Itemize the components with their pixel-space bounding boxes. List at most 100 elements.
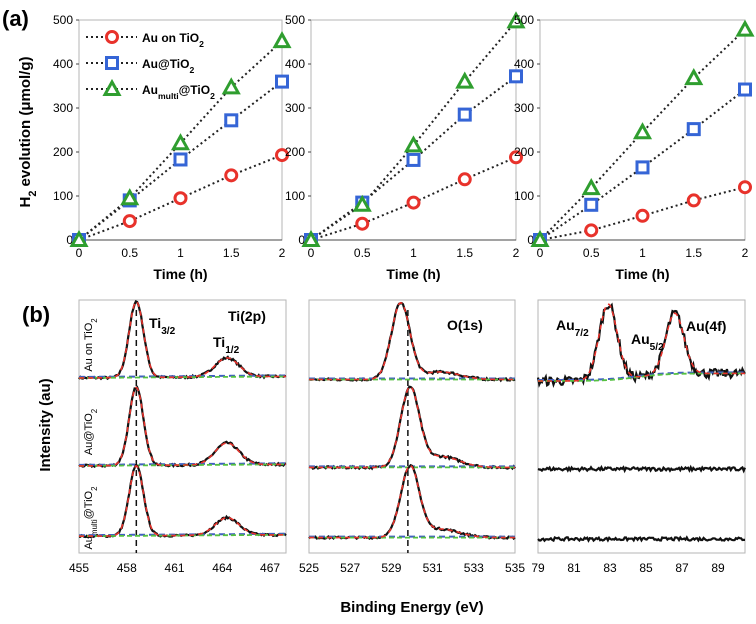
y-tick-label: 100 (285, 189, 305, 203)
x-tick-label: 0.5 (583, 246, 600, 260)
x-tick-label: 455 (69, 561, 89, 575)
envelope-fit-2 (79, 464, 286, 537)
panel-label-b: (b) (22, 302, 50, 327)
xps-spectrum-1 (308, 385, 516, 471)
data-point-circle (509, 150, 523, 165)
xps-spectrum-2 (78, 463, 287, 539)
y-tick-label: 500 (53, 13, 73, 27)
xps-spectrum-1 (78, 385, 287, 469)
panel-a-h2-evolution: H2 evolution (μmol/g)0 0.5 1 1.5 20100200300… (17, 11, 755, 282)
data-point-square (406, 152, 421, 167)
series-line-0 (310, 156, 517, 241)
data-point-triangle (581, 178, 601, 196)
x-tick-label: 531 (423, 561, 443, 575)
data-point-triangle (530, 229, 550, 247)
x-tick-label: 79 (531, 561, 545, 575)
data-point-triangle (455, 71, 475, 89)
data-point-circle (738, 180, 752, 195)
baseline-fit-0 (538, 372, 745, 382)
x-tick-label: 0 (76, 246, 83, 260)
xps-spectrum-0 (308, 301, 516, 383)
y-tick-label: 300 (285, 101, 305, 115)
y-tick-label: 0 (66, 233, 73, 247)
x-tick-label: 0 (537, 246, 544, 260)
data-point-circle (355, 216, 370, 231)
x-tick-label: 529 (381, 561, 401, 575)
panel-b-x-axis-label: Binding Energy (eV) (340, 599, 483, 616)
y-tick-label: 200 (285, 145, 305, 159)
data-point-triangle (69, 229, 89, 247)
h2-subplot-2: 0 0.5 1 1.5 2 0 100 200 300 400 500 Time (h) (285, 11, 526, 282)
data-point-triangle (735, 19, 755, 37)
x-tick-label: 533 (464, 561, 484, 575)
xps-subplot-3: 79 81 83 85 87 89 Au(4f) Au7/2 Au5/2 (531, 299, 747, 575)
y-tick-label: 400 (514, 57, 534, 71)
baseline-fit-0 (79, 375, 286, 379)
peak-label-ti12: Ti1/2 (213, 334, 240, 356)
x-tick-label: 1.5 (685, 246, 702, 260)
data-point-circle (173, 191, 188, 206)
data-point-triangle (221, 77, 241, 95)
x-tick-label: 1 (639, 246, 646, 260)
sample-label: Au on TiO2 (83, 318, 99, 371)
peak-label-au52: Au5/2 (631, 331, 664, 353)
x-tick-label: 2 (513, 246, 520, 260)
y-tick-label: 300 (514, 101, 534, 115)
xps-spectrum-2 (537, 535, 745, 543)
data-point-square (509, 69, 523, 84)
panel-b-xps-spectra: Intensity (au) Binding Energy (eV) Au on T… (37, 299, 747, 616)
panel-b-y-axis-label: Intensity (au) (37, 378, 54, 471)
panel-label-a: (a) (2, 6, 29, 31)
region-label: Ti(2p) (228, 308, 266, 324)
x-tick-label: 461 (165, 561, 185, 575)
data-point-circle (406, 195, 421, 210)
peak-label-au72: Au7/2 (556, 317, 589, 339)
baseline-fit-1 (79, 463, 286, 467)
x-tick-label: 1 (177, 246, 184, 260)
y-tick-label: 0 (298, 233, 305, 247)
data-point-circle (686, 193, 701, 208)
legend-marker-triangle (102, 78, 122, 96)
envelope-fit-0 (79, 300, 286, 379)
y-tick-label: 100 (53, 189, 73, 203)
data-point-square (738, 82, 752, 97)
peak-label-ti32: Ti3/2 (149, 315, 176, 337)
y-tick-label: 500 (285, 13, 305, 27)
x-tick-label: 464 (212, 561, 232, 575)
sample-label: Aumulti@TiO2 (83, 486, 99, 549)
background-fit-0 (79, 374, 286, 378)
x-tick-label: 0.5 (121, 246, 138, 260)
data-point-circle (122, 214, 137, 229)
xps-subplot-2: 525 527 529 531 533 535 O(1s) (299, 299, 525, 575)
x-tick-label: 81 (567, 561, 581, 575)
h2-subplot-1: 0 0.5 1 1.5 2 0 100 200 300 400 500 Time (h) Au on T… (53, 13, 292, 282)
envelope-fit-2 (309, 464, 515, 539)
x-tick-label: 87 (675, 561, 689, 575)
baseline-fit-2 (79, 533, 286, 538)
x-tick-label: 525 (299, 561, 319, 575)
legend-label: Aumulti@TiO2 (142, 83, 215, 101)
data-point-circle (224, 168, 239, 183)
x-tick-label: 458 (117, 561, 137, 575)
data-point-triangle (403, 135, 424, 153)
x-tick-label: 0.5 (354, 246, 371, 260)
region-label: O(1s) (447, 317, 483, 333)
x-tick-label: 527 (340, 561, 360, 575)
data-point-circle (275, 148, 289, 163)
x-tick-label: 89 (711, 561, 725, 575)
data-point-triangle (684, 68, 704, 86)
data-point-circle (457, 172, 472, 187)
plot-frame (78, 19, 283, 241)
data-point-circle (635, 208, 650, 223)
series-line-0 (78, 154, 283, 241)
xps-spectrum-2 (308, 463, 516, 541)
plot-frame (308, 299, 516, 554)
background-fit-2 (79, 532, 286, 537)
series-line-2 (539, 28, 746, 241)
data-point-triangle (301, 229, 321, 247)
data-point-triangle (272, 31, 292, 49)
y-tick-label: 100 (514, 189, 534, 203)
